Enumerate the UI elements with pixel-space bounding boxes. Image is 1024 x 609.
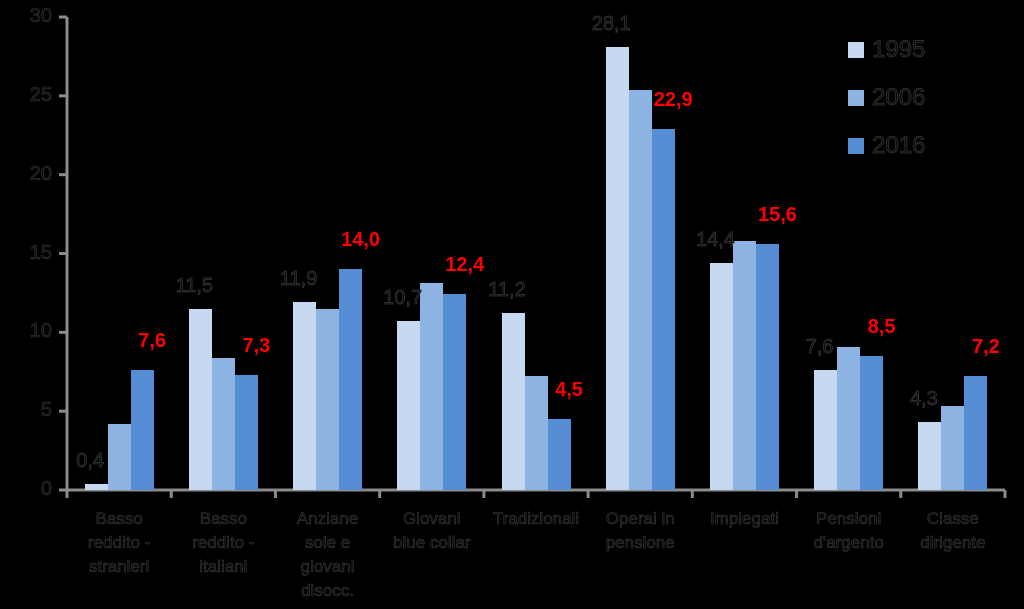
bar-2006 [524, 376, 548, 490]
data-label-2016: 15,6 [757, 204, 797, 227]
y-tick-label: 30 [29, 5, 52, 28]
x-category-label: Giovani blue collar [393, 509, 471, 553]
legend-item-2016: 2016 [848, 132, 926, 160]
bar-2006 [316, 308, 340, 490]
data-label-2016: 7,6 [138, 330, 167, 353]
data-label-1995: 4,3 [909, 388, 939, 411]
bar-1995 [293, 302, 317, 490]
data-label-1995: 28,1 [591, 12, 631, 36]
data-label-2016: 12,4 [445, 254, 485, 277]
legend-label: 2016 [872, 132, 926, 160]
legend-label: 2006 [872, 84, 926, 112]
bar-1995 [605, 46, 629, 490]
y-tick-label: 15 [29, 241, 52, 264]
bar-1995 [918, 422, 942, 490]
data-label-2016: 14,0 [341, 229, 381, 252]
data-label-1995: 14,4 [695, 228, 736, 252]
legend-item-1995: 1995 [848, 36, 926, 64]
x-category-label: Basso reddito - italiani [192, 509, 255, 577]
bar-1995 [397, 321, 421, 490]
bar-2006 [420, 283, 444, 490]
data-label-1995: 10,7 [383, 287, 423, 310]
legend-item-2006: 2006 [848, 84, 926, 112]
bar-1995 [814, 370, 838, 490]
bar-1995 [709, 262, 733, 490]
data-label-1995: 11,9 [279, 268, 318, 291]
bar-2016 [964, 376, 988, 490]
bar-2016 [130, 370, 154, 490]
data-label-2016: 22,9 [653, 88, 693, 111]
y-tick-label: 20 [29, 162, 52, 185]
x-category-label: Operai in pensione [605, 509, 675, 553]
x-category-label: Classe dirigente [920, 509, 986, 553]
x-category-label: Pensioni d'argento [813, 509, 884, 553]
bar-1995 [501, 313, 525, 490]
data-label-2016: 4,5 [555, 379, 583, 402]
data-label-1995: 11,2 [488, 279, 526, 302]
data-label-1995: 11,5 [175, 274, 214, 297]
data-label-2016: 7,3 [242, 334, 271, 357]
bar-2006 [107, 423, 131, 490]
bar-2016 [755, 244, 779, 490]
bar-2006 [837, 346, 861, 490]
y-tick-label: 0 [40, 478, 53, 501]
bar-1995 [188, 308, 212, 490]
legend-label: 1995 [872, 36, 926, 64]
x-category-label: Anziane sole e giovani disocc. [296, 509, 359, 601]
legend-swatch [848, 42, 864, 58]
data-label-1995: 0,4 [76, 449, 105, 472]
y-tick-label: 10 [29, 320, 52, 343]
bar-2006 [941, 406, 965, 490]
legend-swatch [848, 90, 864, 106]
bar-2016 [443, 294, 467, 490]
data-label-1995: 7,6 [805, 336, 834, 359]
bar-1995 [84, 483, 108, 490]
bar-2006 [211, 357, 235, 490]
data-label-2016: 7,2 [971, 336, 1000, 359]
bar-2016 [547, 419, 571, 490]
bar-2016 [651, 128, 675, 490]
y-tick-label: 25 [29, 83, 52, 107]
bar-2016 [860, 355, 884, 490]
legend-swatch [848, 138, 864, 154]
bar-2006 [732, 240, 756, 490]
x-category-label: Basso reddito - stranieri [87, 509, 151, 577]
y-tick-label: 5 [40, 399, 53, 422]
bar-2016 [234, 374, 258, 490]
bar-2006 [628, 89, 652, 490]
data-label-2016: 8,5 [867, 315, 896, 338]
x-category-label: Impiegati [709, 509, 780, 529]
x-category-label: Tradizionali [492, 509, 580, 529]
bar-2016 [339, 269, 363, 490]
